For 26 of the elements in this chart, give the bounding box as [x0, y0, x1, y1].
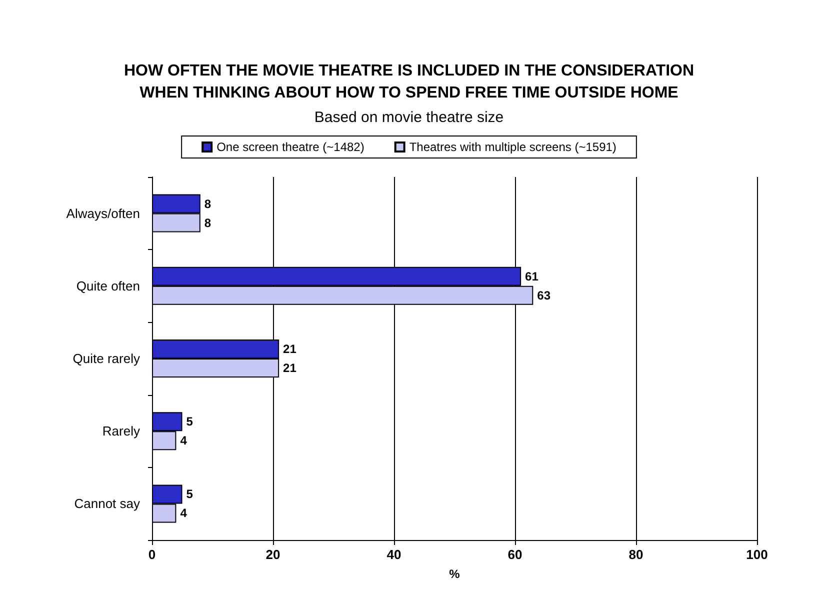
y-tick-label: Cannot say — [74, 496, 140, 512]
x-tick-label: 60 — [508, 547, 522, 562]
legend-label: Theatres with multiple screens (~1591) — [409, 140, 616, 154]
x-tick-label: 80 — [628, 547, 644, 562]
y-tick-label: Quite rarely — [72, 351, 140, 366]
data-label: 21 — [283, 361, 297, 375]
y-tick-label: Always/often — [66, 206, 140, 221]
y-tick-label: Quite often — [76, 278, 140, 294]
x-tick-label: 20 — [266, 547, 280, 562]
x-tick-label: 100 — [746, 547, 768, 562]
chart-title: HOW OFTEN THE MOVIE THEATRE IS INCLUDED IN THE CONSIDERATION WHEN THINKING ABOUT HOW TO SPEND FREE TIME OUTSIDE HOME — [124, 62, 694, 102]
x-tick-label: 40 — [386, 547, 402, 562]
x-axis-title: % — [449, 567, 460, 581]
data-label: 61 — [525, 269, 539, 284]
chart-subtitle: Based on movie theatre size — [314, 109, 504, 126]
data-label: 5 — [186, 414, 194, 429]
data-label: 8 — [204, 216, 212, 230]
data-label: 4 — [180, 506, 188, 520]
data-label: 8 — [204, 196, 212, 211]
data-label: 63 — [537, 288, 551, 302]
x-tick-label: 0 — [148, 547, 156, 562]
data-label: 4 — [180, 434, 188, 448]
data-label: 21 — [283, 342, 297, 356]
y-tick-label: Rarely — [102, 424, 140, 439]
data-label: 5 — [186, 487, 194, 502]
legend-label: One screen theatre (~1482) — [216, 140, 364, 154]
